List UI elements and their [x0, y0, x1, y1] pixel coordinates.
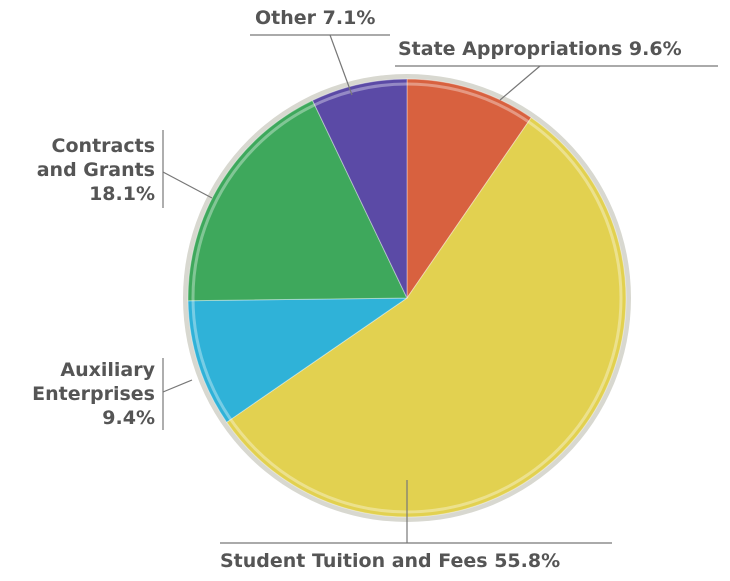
leader-line [163, 172, 212, 198]
category-label: Contracts and Grants [20, 134, 155, 182]
wedges [188, 79, 626, 517]
slice-label: State Appropriations 9.6% [398, 37, 682, 61]
slice-label: Other 7.1% [255, 6, 375, 30]
value-label: 55.8% [494, 550, 560, 572]
category-label: State Appropriations [398, 38, 622, 60]
category-label: Auxiliary Enterprises [10, 358, 155, 406]
leader-line [163, 380, 192, 392]
slice-label: Student Tuition and Fees 55.8% [220, 549, 560, 573]
leader-line [500, 66, 540, 100]
chart: Other 7.1% State Appropriations 9.6% Con… [0, 0, 730, 581]
pie-canvas [0, 0, 730, 581]
value-label: 9.4% [10, 406, 155, 430]
value-label: 7.1% [323, 7, 376, 29]
category-label: Student Tuition and Fees [220, 550, 488, 572]
value-label: 9.6% [629, 38, 682, 60]
value-label: 18.1% [20, 182, 155, 206]
category-label: Other [255, 7, 316, 29]
